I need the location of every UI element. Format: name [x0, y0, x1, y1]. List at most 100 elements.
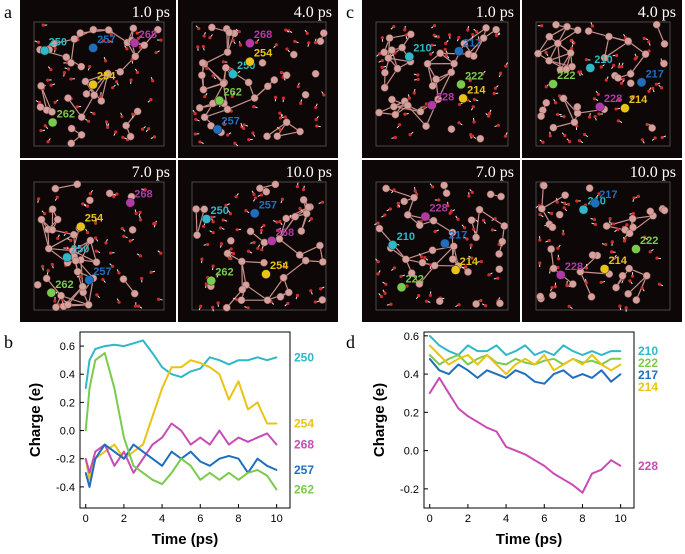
data-point: [113, 450, 116, 453]
metal-atom: [472, 233, 480, 242]
oxygen-atom: [561, 232, 565, 236]
metal-atom: [262, 187, 271, 196]
metal-atom: [316, 37, 325, 46]
labelled-atom-blue: [636, 77, 647, 88]
metal-atom: [140, 41, 149, 50]
series-label-262: 262: [294, 483, 314, 497]
atom-label-yellow: 214: [467, 84, 486, 96]
snapshot-c-1: 210 214 222 228 217 1.0 ps: [362, 0, 520, 158]
metal-atom: [495, 250, 503, 258]
oxygen-atom: [111, 86, 115, 90]
metal-atom: [435, 297, 444, 306]
oxygen-atom: [399, 274, 403, 278]
oxygen-atom: [199, 304, 203, 308]
oxygen-atom: [392, 24, 396, 29]
metal-atom: [52, 303, 60, 312]
oxygen-atom: [487, 273, 491, 277]
data-point: [428, 357, 431, 360]
oxygen-atom: [309, 289, 313, 293]
data-point: [543, 354, 546, 356]
labelled-atom-cyan: [404, 51, 415, 62]
oxygen-atom: [578, 70, 583, 74]
labelled-atom-blue: [212, 124, 223, 135]
oxygen-atom: [252, 192, 256, 196]
oxygen-atom: [221, 218, 225, 222]
oxygen-atom: [211, 264, 215, 268]
bond-line: [541, 194, 566, 210]
series-label-210: 210: [638, 344, 658, 358]
data-point: [237, 359, 240, 361]
data-point: [600, 369, 603, 372]
oxygen-atom: [242, 123, 246, 127]
metal-atom: [447, 68, 456, 77]
metal-atom: [64, 300, 72, 309]
data-point: [467, 369, 469, 372]
data-point: [553, 373, 555, 375]
series-label-228: 228: [638, 459, 658, 473]
oxygen-atom: [159, 38, 163, 42]
oxygen-atom: [383, 213, 387, 217]
data-point: [495, 430, 498, 433]
data-point: [256, 436, 259, 439]
data-point: [218, 429, 221, 432]
metal-atom: [270, 76, 279, 84]
simulation-box: [535, 181, 671, 311]
metal-atom: [282, 214, 291, 223]
oxygen-atom: [553, 285, 557, 289]
data-point: [495, 373, 498, 375]
data-point: [438, 377, 441, 379]
oxygen-atom: [273, 95, 278, 99]
oxygen-atom: [616, 119, 620, 123]
oxygen-atom: [593, 222, 597, 226]
time-label: 7.0 ps: [475, 164, 514, 181]
oxygen-atom: [235, 228, 239, 232]
labelled-atom-magenta: [595, 102, 605, 112]
data-point: [170, 422, 173, 425]
metal-atom: [418, 258, 427, 267]
metal-atom: [495, 265, 504, 274]
oxygen-atom: [117, 300, 121, 304]
metal-atom: [648, 124, 656, 132]
oxygen-atom: [206, 242, 210, 247]
oxygen-atom: [244, 209, 248, 213]
data-point: [533, 459, 536, 461]
data-point: [228, 443, 230, 446]
data-point: [524, 373, 526, 375]
data-point: [505, 377, 507, 379]
metal-atom: [225, 28, 234, 37]
oxygen-atom: [286, 301, 290, 306]
oxygen-atom: [617, 65, 621, 69]
data-point: [228, 363, 230, 366]
oxygen-atom: [69, 77, 73, 81]
x-tick-label: 8: [579, 513, 585, 525]
metal-atom: [227, 236, 235, 245]
data-point: [256, 356, 259, 359]
data-point: [132, 464, 135, 467]
data-point: [428, 392, 431, 395]
data-point: [209, 356, 211, 359]
metal-atom: [563, 22, 571, 31]
oxygen-atom: [233, 141, 237, 145]
data-point: [142, 450, 144, 453]
labelled-atom-green: [214, 95, 225, 106]
metal-atom: [415, 280, 424, 288]
oxygen-atom: [620, 65, 624, 69]
oxygen-atom: [610, 240, 614, 244]
metal-atom: [130, 289, 139, 298]
oxygen-atom: [262, 223, 266, 228]
oxygen-atom: [645, 122, 649, 127]
time-label: 7.0 ps: [131, 164, 170, 181]
atom-label-blue: 257: [259, 199, 277, 211]
data-point: [562, 478, 565, 481]
simulation-box: [191, 21, 327, 147]
data-point: [247, 441, 249, 443]
oxygen-atom: [631, 94, 636, 99]
oxygen-atom: [468, 78, 472, 83]
x-axis-label: Time (ps): [152, 531, 218, 548]
data-point: [543, 465, 546, 467]
bond-line: [245, 284, 268, 301]
oxygen-atom: [471, 134, 475, 138]
data-point: [88, 359, 91, 361]
data-point: [505, 445, 507, 448]
